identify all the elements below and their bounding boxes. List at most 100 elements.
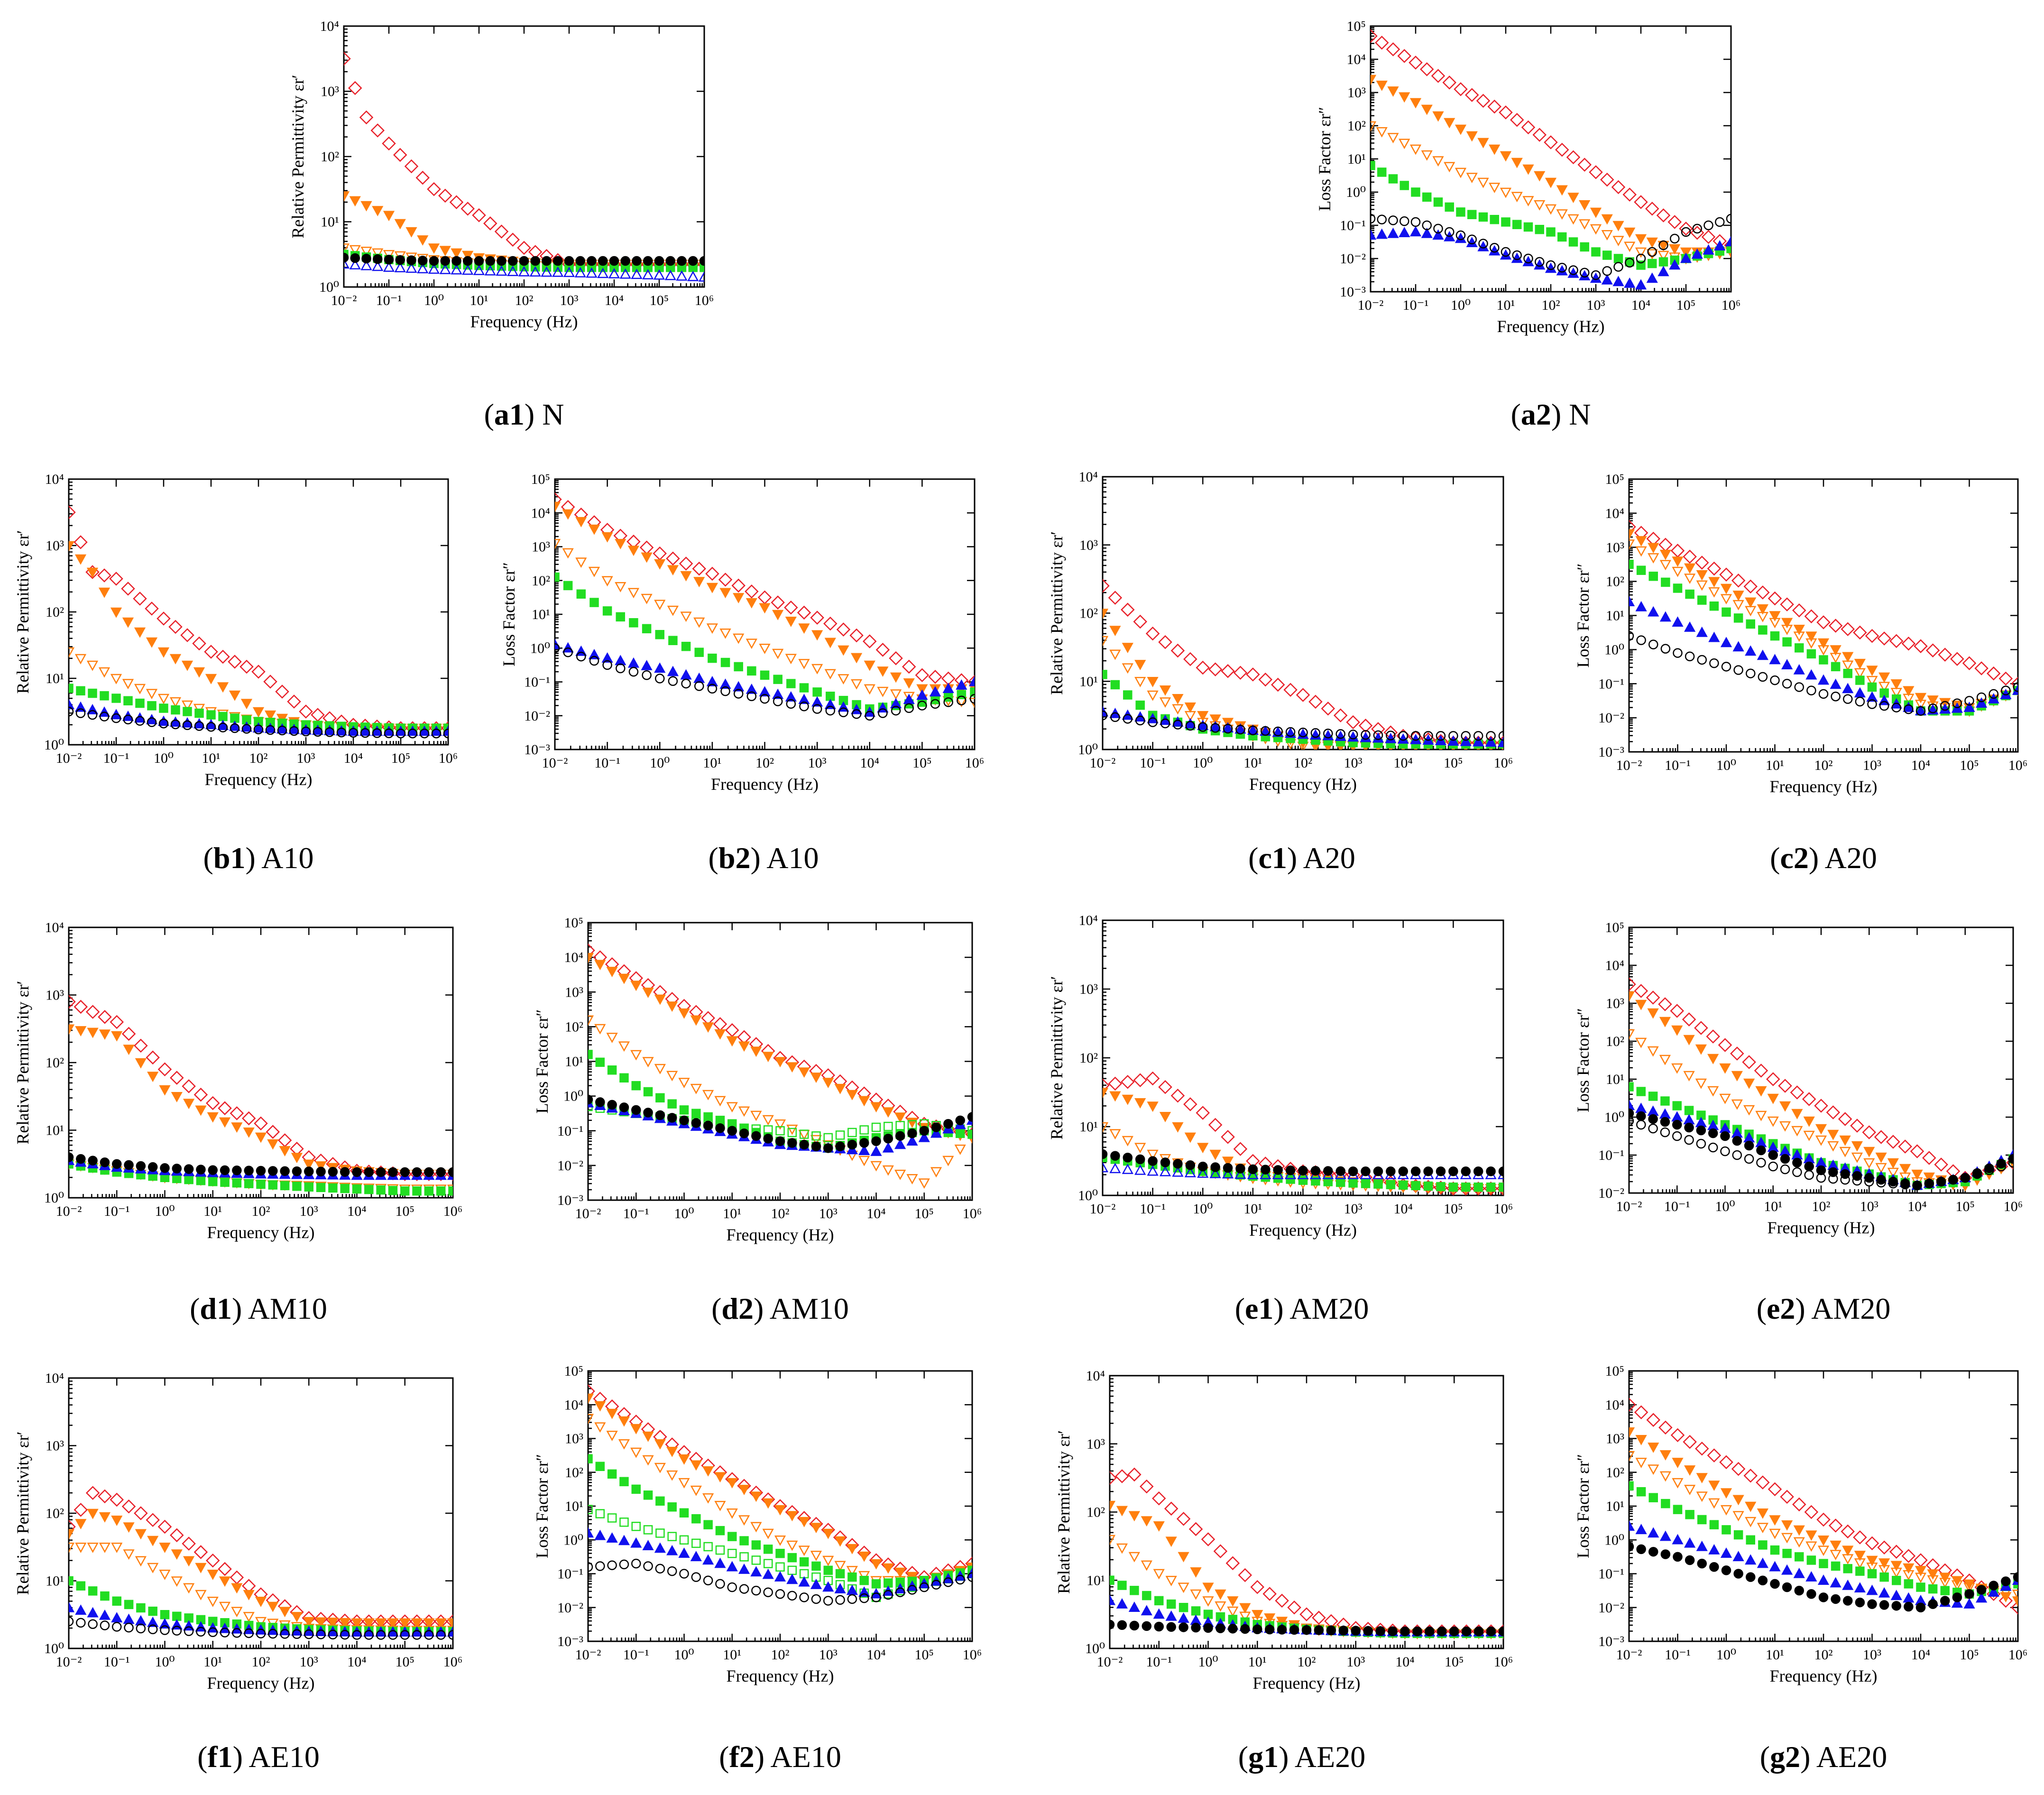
data-point-s5 bbox=[595, 1509, 605, 1518]
data-point-s3 bbox=[99, 1543, 111, 1553]
data-point-s1 bbox=[1283, 683, 1298, 697]
data-point-s2 bbox=[834, 1536, 846, 1547]
y-tick-label: 10² bbox=[1606, 1034, 1624, 1049]
data-point-s1 bbox=[1140, 1479, 1154, 1494]
data-point-s2 bbox=[111, 1516, 123, 1526]
data-point-s4 bbox=[304, 1182, 313, 1192]
data-point-s3 bbox=[1887, 1167, 1899, 1178]
data-point-s3 bbox=[1671, 1063, 1683, 1074]
data-point-s2 bbox=[327, 1618, 339, 1628]
caption-sample: ) AE20 bbox=[1279, 1740, 1365, 1774]
data-point-s1 bbox=[218, 1101, 232, 1115]
data-point-s8 bbox=[871, 1136, 881, 1146]
data-point-s2 bbox=[1122, 643, 1133, 653]
data-point-s9 bbox=[1647, 247, 1657, 257]
data-point-s2 bbox=[822, 1528, 834, 1539]
data-point-s3 bbox=[1659, 1055, 1671, 1065]
x-tick-label: 10⁻² bbox=[1616, 1647, 1642, 1663]
data-point-s8 bbox=[256, 1166, 266, 1176]
data-point-s8 bbox=[679, 1115, 689, 1126]
data-point-s1 bbox=[902, 659, 916, 674]
data-point-s2 bbox=[1159, 1112, 1171, 1122]
data-point-s1 bbox=[109, 572, 123, 586]
data-point-s1 bbox=[1233, 1142, 1248, 1156]
data-point-s2 bbox=[147, 1536, 159, 1546]
x-tick-label: 10² bbox=[1542, 297, 1560, 313]
y-tick-label: 10⁰ bbox=[1085, 1641, 1105, 1656]
data-point-s4 bbox=[1746, 619, 1755, 629]
data-point-s8 bbox=[412, 1167, 422, 1177]
data-point-s6 bbox=[323, 725, 336, 735]
data-point-s1 bbox=[1103, 579, 1110, 593]
data-point-s6 bbox=[1635, 1102, 1647, 1113]
data-point-s9 bbox=[1721, 662, 1731, 672]
data-point-s4 bbox=[232, 1178, 242, 1188]
data-point-s8 bbox=[632, 256, 642, 266]
data-point-s1 bbox=[1196, 1106, 1210, 1120]
data-point-s1 bbox=[1213, 1544, 1228, 1558]
data-point-s1 bbox=[348, 81, 362, 95]
data-point-s6 bbox=[1385, 732, 1397, 743]
data-point-s1 bbox=[1877, 631, 1891, 646]
data-point-s8 bbox=[859, 1138, 869, 1148]
data-point-s3 bbox=[1767, 1116, 1779, 1127]
data-point-s9 bbox=[825, 705, 836, 716]
data-point-s8 bbox=[1261, 1165, 1271, 1175]
data-point-s2 bbox=[1707, 1054, 1719, 1064]
data-point-s4 bbox=[667, 1099, 677, 1109]
data-point-s7 bbox=[631, 268, 643, 279]
data-point-s2 bbox=[405, 227, 417, 238]
data-point-s1 bbox=[1706, 1029, 1720, 1044]
data-point-s9 bbox=[1952, 698, 1962, 708]
data-point-s3 bbox=[75, 1543, 87, 1553]
data-point-s4 bbox=[642, 624, 652, 634]
data-point-s8 bbox=[1708, 1128, 1718, 1138]
x-tick-label: 10³ bbox=[1863, 758, 1881, 773]
data-point-s4 bbox=[88, 1586, 98, 1596]
data-point-s1 bbox=[1901, 637, 1916, 651]
data-point-s4 bbox=[172, 1174, 182, 1184]
data-point-s2 bbox=[1466, 131, 1478, 142]
data-point-s7 bbox=[462, 264, 474, 275]
data-point-s9 bbox=[703, 1575, 713, 1585]
data-point-s4 bbox=[799, 1557, 809, 1567]
data-point-s1 bbox=[692, 562, 706, 576]
data-point-s1 bbox=[98, 1489, 112, 1504]
data-point-s1 bbox=[205, 1096, 220, 1110]
x-axis-label: Frequency (Hz) bbox=[1768, 1218, 1875, 1237]
x-tick-label: 10⁰ bbox=[1193, 1201, 1213, 1217]
data-point-s6 bbox=[882, 1142, 894, 1153]
data-point-s1 bbox=[1792, 603, 1806, 618]
data-point-s2 bbox=[774, 1505, 786, 1516]
data-point-s2 bbox=[772, 610, 784, 620]
data-point-s3 bbox=[1635, 247, 1647, 258]
data-point-s8 bbox=[620, 256, 630, 266]
data-point-s2 bbox=[69, 541, 75, 552]
data-point-s2 bbox=[344, 191, 350, 202]
data-point-s9 bbox=[969, 694, 975, 704]
data-point-s4 bbox=[69, 684, 74, 693]
data-point-s3 bbox=[1455, 167, 1467, 178]
data-point-s8 bbox=[763, 1133, 773, 1144]
y-tick-label: 10⁵ bbox=[1347, 19, 1366, 34]
data-point-s1 bbox=[1333, 708, 1348, 722]
data-point-s8 bbox=[1375, 1626, 1385, 1636]
data-point-s2 bbox=[1672, 556, 1684, 567]
y-tick-label: 10² bbox=[46, 1055, 64, 1071]
data-point-s3 bbox=[1172, 704, 1184, 715]
y-tick-label: 10⁻¹ bbox=[557, 1123, 583, 1139]
data-point-s1 bbox=[1454, 82, 1468, 96]
data-point-s4 bbox=[88, 688, 97, 698]
data-point-s6 bbox=[1680, 252, 1692, 263]
data-point-s2 bbox=[1172, 1122, 1184, 1133]
data-point-s2 bbox=[838, 645, 849, 656]
data-point-s2 bbox=[135, 1058, 147, 1069]
data-point-s1 bbox=[1419, 62, 1434, 76]
data-point-s6 bbox=[956, 679, 967, 690]
data-point-s3 bbox=[618, 1439, 630, 1450]
data-point-s9 bbox=[69, 706, 74, 717]
data-point-s5 bbox=[787, 1565, 797, 1575]
data-point-s1 bbox=[1874, 1130, 1888, 1144]
data-point-s9 bbox=[1658, 240, 1668, 250]
data-point-s8 bbox=[1338, 1626, 1349, 1636]
